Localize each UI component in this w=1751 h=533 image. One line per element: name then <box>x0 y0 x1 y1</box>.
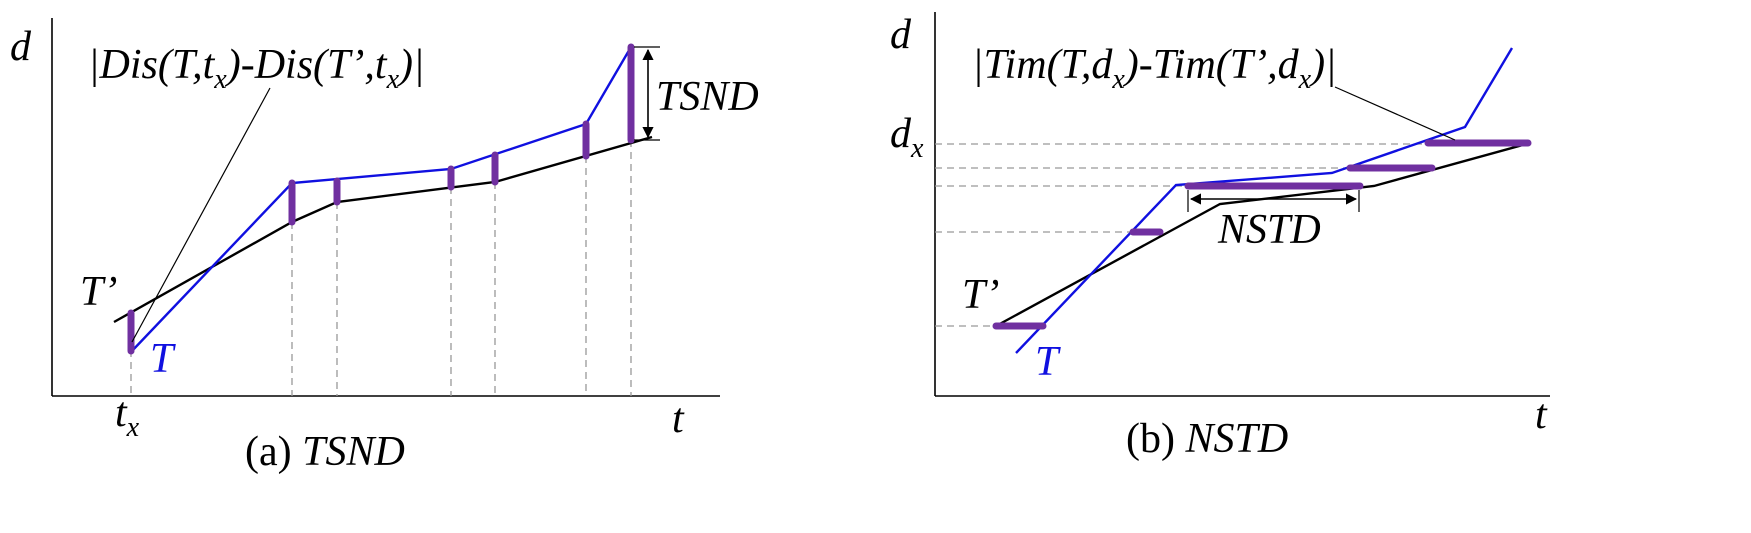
panel-a-x-axis-label: t <box>672 396 685 442</box>
panel-a-series-t-label: T <box>150 336 176 382</box>
panel-a-formula-mid: )-Dis(T’,t <box>225 42 388 88</box>
panel-b-y-axis-label: d <box>890 12 912 58</box>
panel-a-formula: |Dis(T,tx)-Dis(T’,tx)| <box>88 42 425 95</box>
panel-a-guides <box>130 140 632 396</box>
panel-b-x-axis-label: t <box>1535 392 1548 438</box>
panel-a-caption-name: TSND <box>302 429 405 475</box>
panel-b-tick-dx: dx <box>890 111 924 164</box>
panel-b-measure-label: NSTD <box>1217 207 1321 253</box>
panel-a-caption-prefix: (a) <box>245 429 302 475</box>
panel-b-caption-name: NSTD <box>1184 416 1288 462</box>
panel-b-formula-sub1: x <box>1111 64 1125 95</box>
panel-a-caption: (a) TSND <box>245 429 405 475</box>
panel-b-series-t-label: T <box>1035 339 1061 385</box>
panel-a-series-t-prime <box>113 135 653 324</box>
panel-a-difference-bars <box>127 43 635 355</box>
panel-a-measure-arrow <box>634 46 660 141</box>
panel-b-measure-arrow <box>1187 190 1360 212</box>
panel-b-formula: |Tim(T,dx)-Tim(T’,dx)| <box>972 42 1337 95</box>
panel-b-formula-close: )| <box>1309 42 1337 88</box>
panel-b-caption-prefix: (b) <box>1126 416 1185 462</box>
panel-b-tick-sub: x <box>910 133 924 164</box>
panel-a-leader-line <box>131 87 271 343</box>
panel-a-tick-sub: x <box>126 412 140 443</box>
panel-b-tick-main: d <box>890 111 912 157</box>
panel-b-formula-sub2: x <box>1298 64 1312 95</box>
panel-a-measure-label: TSND <box>656 74 759 120</box>
panel-b-formula-mid: )-Tim(T’,d <box>1123 42 1300 88</box>
panel-a-tick-main: t <box>115 390 128 436</box>
panel-a-formula-close: )| <box>397 42 425 88</box>
panel-a-tsnd: d t |Dis(T,tx)-Dis(T’,tx)| TSND T’ T tx … <box>10 18 759 475</box>
panel-a-y-axis-label: d <box>10 24 32 70</box>
panel-a-formula-sub2: x <box>386 64 400 95</box>
panel-b-caption: (b) NSTD <box>1126 416 1288 462</box>
panel-b-difference-bars <box>992 139 1532 330</box>
panel-a-series-t-prime-label: T’ <box>80 269 117 315</box>
panel-a-axes <box>51 18 720 397</box>
panel-b-series-t-prime-label: T’ <box>962 272 999 318</box>
panel-b-formula-open: |Tim(T,d <box>972 42 1113 88</box>
panel-b-series-t <box>1015 47 1514 354</box>
panel-a-tick-tx: tx <box>115 390 140 443</box>
panel-b-leader-line <box>1334 86 1456 141</box>
panel-b-nstd: d t |Tim(T,dx)-Tim(T’,dx)| NSTD dx T’ T … <box>890 12 1550 462</box>
panel-a-formula-sub1: x <box>213 64 227 95</box>
panel-a-formula-open: |Dis(T,t <box>88 42 216 88</box>
panel-a-series-t <box>130 46 633 353</box>
panel-b-axes <box>934 12 1550 397</box>
